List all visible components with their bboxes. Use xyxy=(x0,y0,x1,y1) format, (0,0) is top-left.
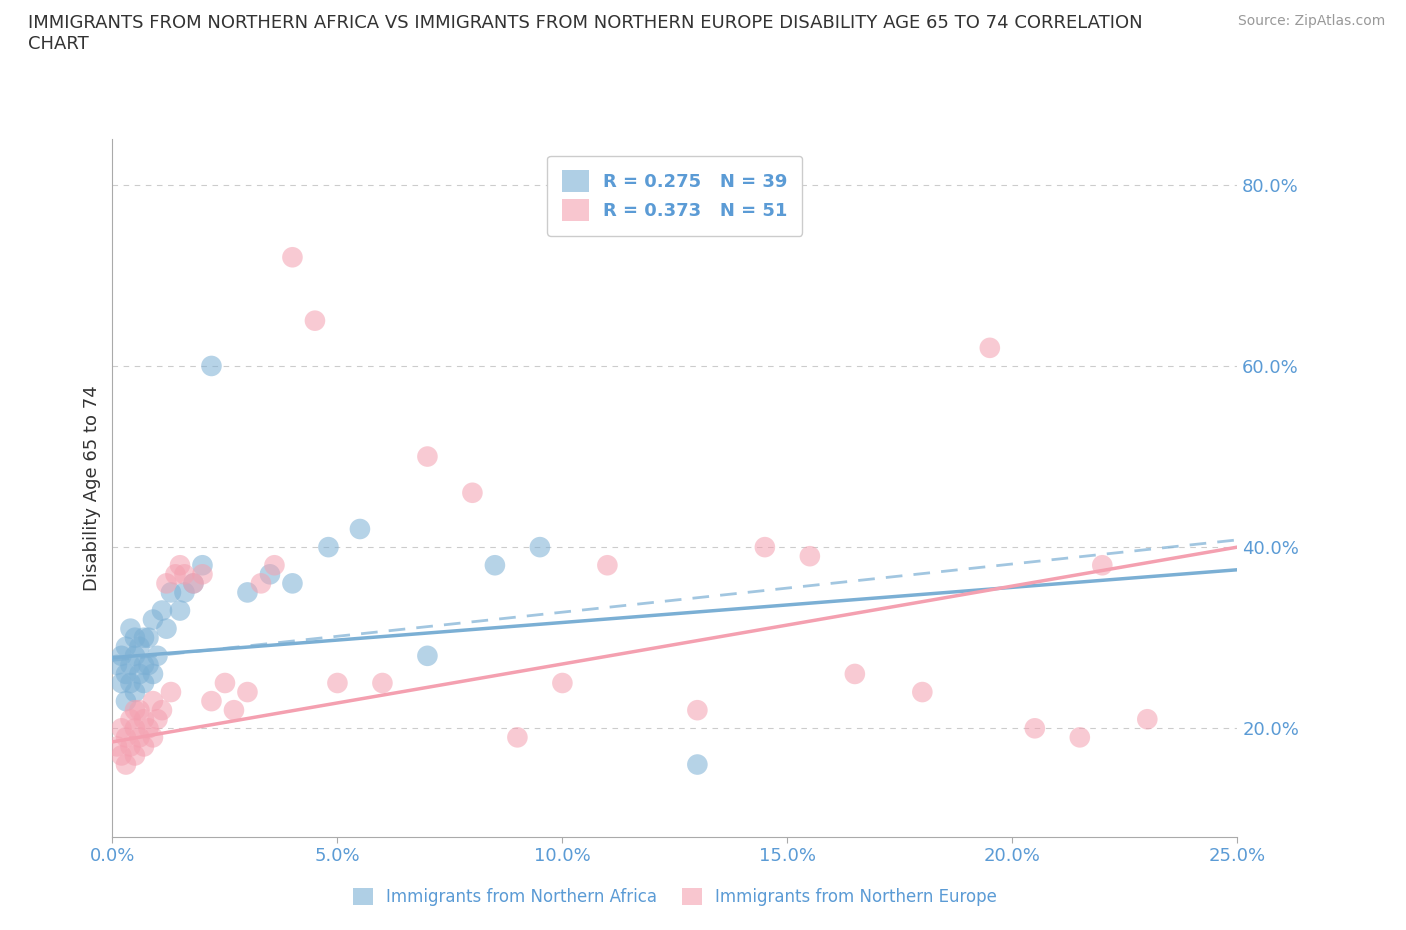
Point xyxy=(120,621,142,636)
Point xyxy=(318,539,340,554)
Point xyxy=(173,567,195,582)
Point xyxy=(371,675,394,690)
Y-axis label: Disability Age 65 to 74: Disability Age 65 to 74 xyxy=(83,385,101,591)
Point xyxy=(236,684,259,699)
Point xyxy=(173,585,195,600)
Point xyxy=(304,313,326,328)
Point xyxy=(155,621,177,636)
Point xyxy=(281,576,304,591)
Point xyxy=(506,730,529,745)
Point xyxy=(236,585,259,600)
Point xyxy=(160,684,183,699)
Point xyxy=(169,558,191,573)
Point xyxy=(263,558,285,573)
Point xyxy=(124,648,146,663)
Point xyxy=(416,648,439,663)
Point xyxy=(110,675,132,690)
Point xyxy=(461,485,484,500)
Point xyxy=(191,567,214,582)
Point xyxy=(124,703,146,718)
Point xyxy=(214,675,236,690)
Text: Source: ZipAtlas.com: Source: ZipAtlas.com xyxy=(1237,14,1385,28)
Point xyxy=(132,711,155,726)
Point xyxy=(911,684,934,699)
Point xyxy=(1136,711,1159,726)
Point xyxy=(250,576,273,591)
Point xyxy=(128,639,150,654)
Point xyxy=(326,675,349,690)
Point xyxy=(115,730,138,745)
Point xyxy=(120,658,142,672)
Point xyxy=(754,539,776,554)
Point xyxy=(160,585,183,600)
Point xyxy=(142,730,165,745)
Point xyxy=(120,739,142,754)
Point xyxy=(200,359,222,374)
Point xyxy=(150,603,173,618)
Point xyxy=(416,449,439,464)
Point xyxy=(155,576,177,591)
Point xyxy=(124,631,146,645)
Point xyxy=(146,648,169,663)
Text: IMMIGRANTS FROM NORTHERN AFRICA VS IMMIGRANTS FROM NORTHERN EUROPE DISABILITY AG: IMMIGRANTS FROM NORTHERN AFRICA VS IMMIG… xyxy=(28,14,1143,53)
Point xyxy=(1069,730,1091,745)
Point xyxy=(115,639,138,654)
Point xyxy=(596,558,619,573)
Point xyxy=(115,667,138,682)
Point xyxy=(124,684,146,699)
Point xyxy=(105,739,128,754)
Point xyxy=(132,631,155,645)
Point xyxy=(191,558,214,573)
Point xyxy=(281,250,304,265)
Point xyxy=(686,757,709,772)
Point xyxy=(259,567,281,582)
Point xyxy=(138,658,160,672)
Point xyxy=(124,748,146,763)
Point xyxy=(222,703,245,718)
Point xyxy=(142,694,165,709)
Point xyxy=(686,703,709,718)
Point xyxy=(200,694,222,709)
Point xyxy=(349,522,371,537)
Point xyxy=(529,539,551,554)
Point xyxy=(1024,721,1046,736)
Point xyxy=(110,748,132,763)
Point xyxy=(142,667,165,682)
Point xyxy=(183,576,205,591)
Point xyxy=(115,757,138,772)
Point xyxy=(128,730,150,745)
Point xyxy=(110,648,132,663)
Point xyxy=(120,711,142,726)
Point xyxy=(183,576,205,591)
Point xyxy=(128,667,150,682)
Point xyxy=(132,675,155,690)
Point xyxy=(979,340,1001,355)
Point xyxy=(146,711,169,726)
Point xyxy=(484,558,506,573)
Point xyxy=(142,612,165,627)
Point xyxy=(132,658,155,672)
Point xyxy=(120,675,142,690)
Point xyxy=(110,721,132,736)
Point xyxy=(138,631,160,645)
Point xyxy=(799,549,821,564)
Point xyxy=(1091,558,1114,573)
Point xyxy=(169,603,191,618)
Point xyxy=(105,658,128,672)
Point xyxy=(165,567,187,582)
Point xyxy=(115,694,138,709)
Point xyxy=(844,667,866,682)
Point xyxy=(138,721,160,736)
Point xyxy=(128,703,150,718)
Point xyxy=(124,721,146,736)
Point xyxy=(551,675,574,690)
Point xyxy=(150,703,173,718)
Legend: Immigrants from Northern Africa, Immigrants from Northern Europe: Immigrants from Northern Africa, Immigra… xyxy=(346,881,1004,912)
Point xyxy=(132,739,155,754)
